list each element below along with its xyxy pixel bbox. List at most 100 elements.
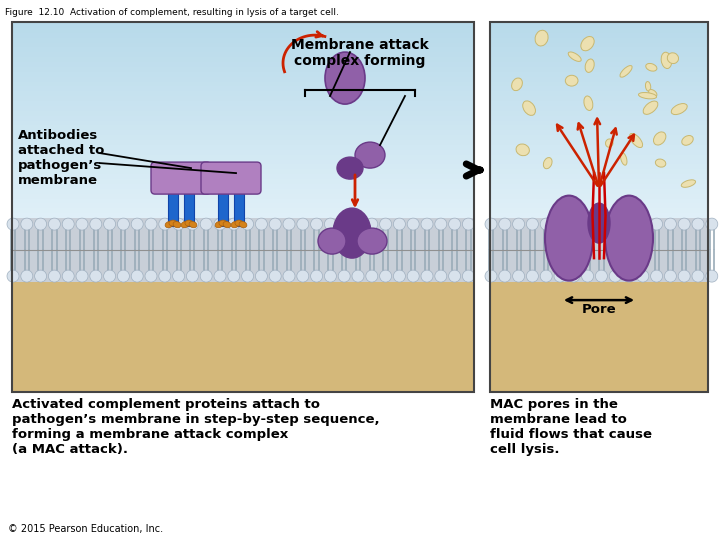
- Ellipse shape: [523, 101, 536, 116]
- Ellipse shape: [581, 37, 594, 51]
- Bar: [13, 43, 473, 49]
- Circle shape: [352, 270, 364, 282]
- Bar: [13, 116, 473, 122]
- Bar: [491, 165, 707, 170]
- Circle shape: [540, 270, 552, 282]
- Ellipse shape: [645, 82, 651, 91]
- Circle shape: [48, 218, 60, 230]
- Circle shape: [117, 270, 130, 282]
- Ellipse shape: [173, 221, 181, 228]
- Ellipse shape: [535, 30, 548, 46]
- Bar: [491, 62, 707, 68]
- Bar: [13, 199, 473, 205]
- Circle shape: [62, 218, 74, 230]
- Circle shape: [651, 218, 662, 230]
- Ellipse shape: [231, 221, 239, 228]
- Circle shape: [131, 270, 143, 282]
- Circle shape: [623, 218, 635, 230]
- Circle shape: [338, 270, 350, 282]
- Bar: [491, 28, 707, 34]
- Text: Antibodies
attached to
pathogen’s
membrane: Antibodies attached to pathogen’s membra…: [18, 129, 104, 187]
- Bar: [13, 154, 473, 160]
- Text: © 2015 Pearson Education, Inc.: © 2015 Pearson Education, Inc.: [8, 524, 163, 534]
- Circle shape: [609, 270, 621, 282]
- Circle shape: [90, 270, 102, 282]
- Bar: [491, 106, 707, 112]
- Circle shape: [499, 218, 510, 230]
- Circle shape: [35, 270, 47, 282]
- Bar: [13, 189, 473, 195]
- Circle shape: [325, 270, 336, 282]
- FancyBboxPatch shape: [151, 162, 211, 194]
- Circle shape: [692, 270, 704, 282]
- Bar: [13, 179, 473, 185]
- Circle shape: [435, 218, 447, 230]
- Ellipse shape: [318, 228, 346, 254]
- Circle shape: [35, 218, 47, 230]
- Bar: [13, 57, 473, 63]
- Circle shape: [408, 218, 419, 230]
- Ellipse shape: [588, 203, 610, 243]
- Bar: [234, 188, 244, 226]
- Circle shape: [554, 218, 566, 230]
- Bar: [491, 204, 707, 210]
- Bar: [13, 23, 473, 29]
- Bar: [491, 77, 707, 83]
- Circle shape: [421, 270, 433, 282]
- Ellipse shape: [165, 221, 173, 228]
- Bar: [491, 135, 707, 141]
- Bar: [491, 86, 707, 92]
- Ellipse shape: [219, 220, 227, 226]
- Ellipse shape: [655, 159, 666, 167]
- Ellipse shape: [661, 52, 672, 69]
- Circle shape: [636, 218, 649, 230]
- FancyBboxPatch shape: [201, 162, 261, 194]
- Ellipse shape: [185, 220, 193, 226]
- Bar: [13, 135, 473, 141]
- Bar: [13, 130, 473, 136]
- Bar: [491, 23, 707, 29]
- Circle shape: [568, 218, 580, 230]
- Ellipse shape: [643, 101, 658, 114]
- Circle shape: [269, 270, 282, 282]
- Ellipse shape: [620, 65, 632, 77]
- Bar: [13, 48, 473, 53]
- Ellipse shape: [606, 139, 613, 147]
- Bar: [13, 204, 473, 210]
- Circle shape: [651, 270, 662, 282]
- Ellipse shape: [544, 158, 552, 168]
- Ellipse shape: [649, 90, 657, 97]
- Bar: [12, 22, 474, 392]
- Bar: [13, 213, 473, 219]
- Bar: [13, 120, 473, 126]
- Bar: [168, 188, 178, 226]
- Circle shape: [62, 270, 74, 282]
- Text: Pore: Pore: [582, 303, 616, 316]
- Bar: [13, 52, 473, 58]
- Bar: [491, 57, 707, 63]
- Ellipse shape: [671, 104, 687, 114]
- Bar: [491, 101, 707, 107]
- Bar: [13, 86, 473, 92]
- Circle shape: [297, 218, 309, 230]
- Circle shape: [104, 270, 116, 282]
- Circle shape: [145, 218, 157, 230]
- Circle shape: [706, 218, 718, 230]
- Circle shape: [90, 218, 102, 230]
- Ellipse shape: [512, 78, 523, 91]
- Circle shape: [283, 218, 295, 230]
- Bar: [491, 160, 707, 165]
- Circle shape: [186, 218, 199, 230]
- Bar: [13, 208, 473, 214]
- Bar: [491, 52, 707, 58]
- Circle shape: [104, 218, 116, 230]
- Bar: [13, 145, 473, 151]
- Bar: [491, 184, 707, 190]
- Ellipse shape: [325, 52, 365, 104]
- Ellipse shape: [646, 63, 657, 71]
- Circle shape: [159, 270, 171, 282]
- Circle shape: [186, 270, 199, 282]
- Bar: [491, 174, 707, 180]
- Circle shape: [678, 270, 690, 282]
- Circle shape: [242, 270, 253, 282]
